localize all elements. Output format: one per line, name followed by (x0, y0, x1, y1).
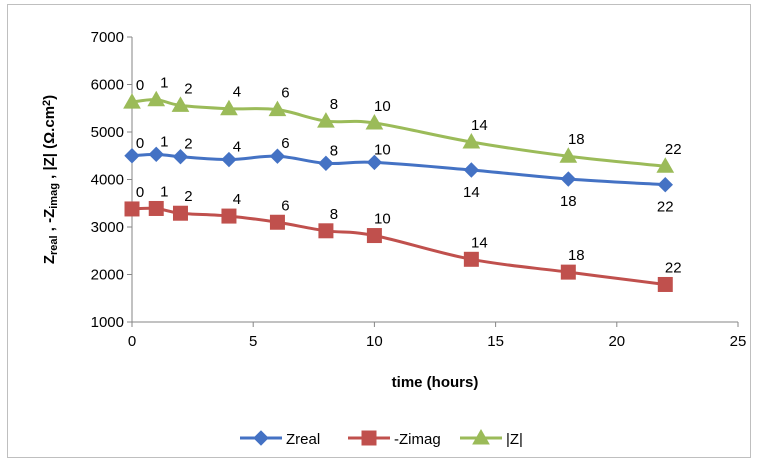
data-point (147, 90, 166, 107)
data-label: 0 (136, 184, 144, 201)
data-labels: 0001112224446668881010101414141818182222… (136, 75, 682, 277)
data-point (559, 147, 578, 163)
data-label: 22 (665, 259, 682, 276)
legend: Zreal -Zimag |Z| (240, 428, 523, 448)
data-point (148, 200, 164, 216)
data-point (366, 154, 383, 171)
data-label: 1 (160, 183, 168, 200)
data-label: 18 (568, 247, 585, 264)
data-label: 14 (463, 184, 480, 201)
x-tick-label: 15 (487, 333, 504, 350)
data-label: 2 (184, 80, 192, 97)
data-point (318, 155, 334, 172)
data-point (463, 251, 479, 267)
data-label: 8 (330, 96, 338, 113)
data-label: 4 (233, 191, 241, 208)
y-tick-label: 6000 (91, 77, 124, 94)
data-point (124, 148, 140, 164)
data-label: 4 (233, 84, 241, 101)
data-point (365, 113, 384, 130)
data-label: 10 (374, 141, 391, 158)
series-line-2 (131, 98, 666, 168)
y-tick-label: 4000 (91, 172, 124, 189)
y-tick-label: 1000 (91, 314, 124, 331)
data-point (269, 214, 285, 230)
data-label: 6 (281, 197, 289, 214)
legend-item-1: -Zimag (348, 430, 441, 448)
legend-marker (361, 430, 377, 446)
data-point (172, 205, 188, 221)
data-label: 18 (568, 131, 585, 148)
x-tick-label: 5 (249, 333, 257, 350)
data-label: 8 (330, 142, 338, 159)
x-tick-label: 10 (366, 333, 383, 350)
data-label: 8 (330, 206, 338, 223)
data-label: 14 (471, 117, 488, 134)
data-point (560, 171, 577, 187)
data-label: 0 (136, 135, 144, 152)
data-label: 6 (281, 85, 289, 102)
data-label: 18 (560, 193, 577, 210)
x-tick-label: 20 (608, 333, 625, 350)
data-point (366, 228, 382, 244)
data-label: 6 (281, 135, 289, 152)
data-point (317, 112, 335, 128)
data-label: 10 (374, 211, 391, 228)
data-point (220, 99, 238, 116)
y-tick-label: 5000 (91, 124, 124, 141)
series-line-1 (131, 206, 666, 286)
data-point (221, 208, 237, 224)
data-point (148, 146, 164, 163)
data-point (560, 264, 576, 280)
series-layer (123, 90, 675, 292)
data-label: 1 (160, 75, 168, 92)
legend-label: Zreal (286, 431, 320, 448)
data-point (124, 201, 140, 217)
x-tick-label: 25 (730, 333, 747, 350)
data-point (269, 148, 286, 164)
data-label: 1 (160, 133, 168, 150)
legend-item-0: Zreal (240, 430, 320, 448)
data-label: 22 (657, 199, 674, 216)
legend-marker (253, 430, 269, 446)
x-axis-title: time (hours) (392, 374, 479, 391)
data-label: 2 (184, 136, 192, 153)
data-point (172, 148, 189, 165)
data-label: 22 (665, 141, 682, 158)
data-point (221, 151, 237, 168)
data-point (123, 93, 141, 109)
legend-label: |Z| (506, 431, 523, 448)
data-point (318, 223, 334, 239)
data-label: 14 (471, 234, 488, 251)
data-point (268, 100, 287, 117)
data-point (657, 177, 673, 193)
data-point (656, 157, 675, 173)
data-point (463, 162, 480, 178)
data-point (171, 96, 190, 112)
legend-marker (472, 428, 490, 445)
x-tick-label: 0 (128, 333, 136, 350)
data-label: 4 (233, 139, 241, 156)
y-tick-label: 2000 (91, 267, 124, 284)
y-tick-label: 3000 (91, 219, 124, 236)
legend-item-2: |Z| (460, 428, 523, 448)
y-axis-title: Zreal , -Zimag , |Z| (Ω.cm2) (41, 95, 60, 264)
data-label: 0 (136, 77, 144, 94)
data-point (657, 276, 673, 292)
y-tick-label: 7000 (91, 29, 124, 46)
data-label: 10 (374, 98, 391, 115)
data-label: 2 (184, 188, 192, 205)
legend-label: -Zimag (394, 431, 441, 448)
data-point (462, 132, 481, 149)
